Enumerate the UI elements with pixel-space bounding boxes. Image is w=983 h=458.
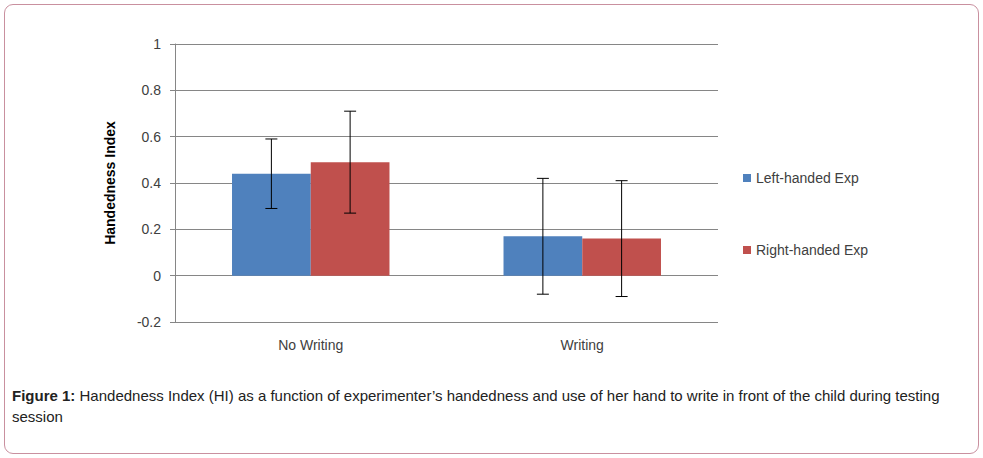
- svg-text:Handedness Index: Handedness Index: [102, 121, 118, 245]
- svg-text:1: 1: [153, 36, 161, 52]
- svg-text:Left-handed Exp: Left-handed Exp: [756, 170, 859, 186]
- svg-text:-0.2: -0.2: [137, 314, 161, 330]
- svg-text:0.2: 0.2: [142, 221, 162, 237]
- svg-text:0.6: 0.6: [142, 129, 162, 145]
- svg-text:No Writing: No Writing: [278, 337, 343, 353]
- svg-text:0.4: 0.4: [142, 175, 162, 191]
- svg-text:0: 0: [153, 268, 161, 284]
- svg-text:Writing: Writing: [561, 337, 604, 353]
- html-text:Figure 1: Handedness Index (HI: Figure 1: Handedness Index (HI) as a fun…: [12, 387, 940, 425]
- svg-text:Right-handed Exp: Right-handed Exp: [756, 242, 868, 258]
- svg-text:0.8: 0.8: [142, 82, 162, 98]
